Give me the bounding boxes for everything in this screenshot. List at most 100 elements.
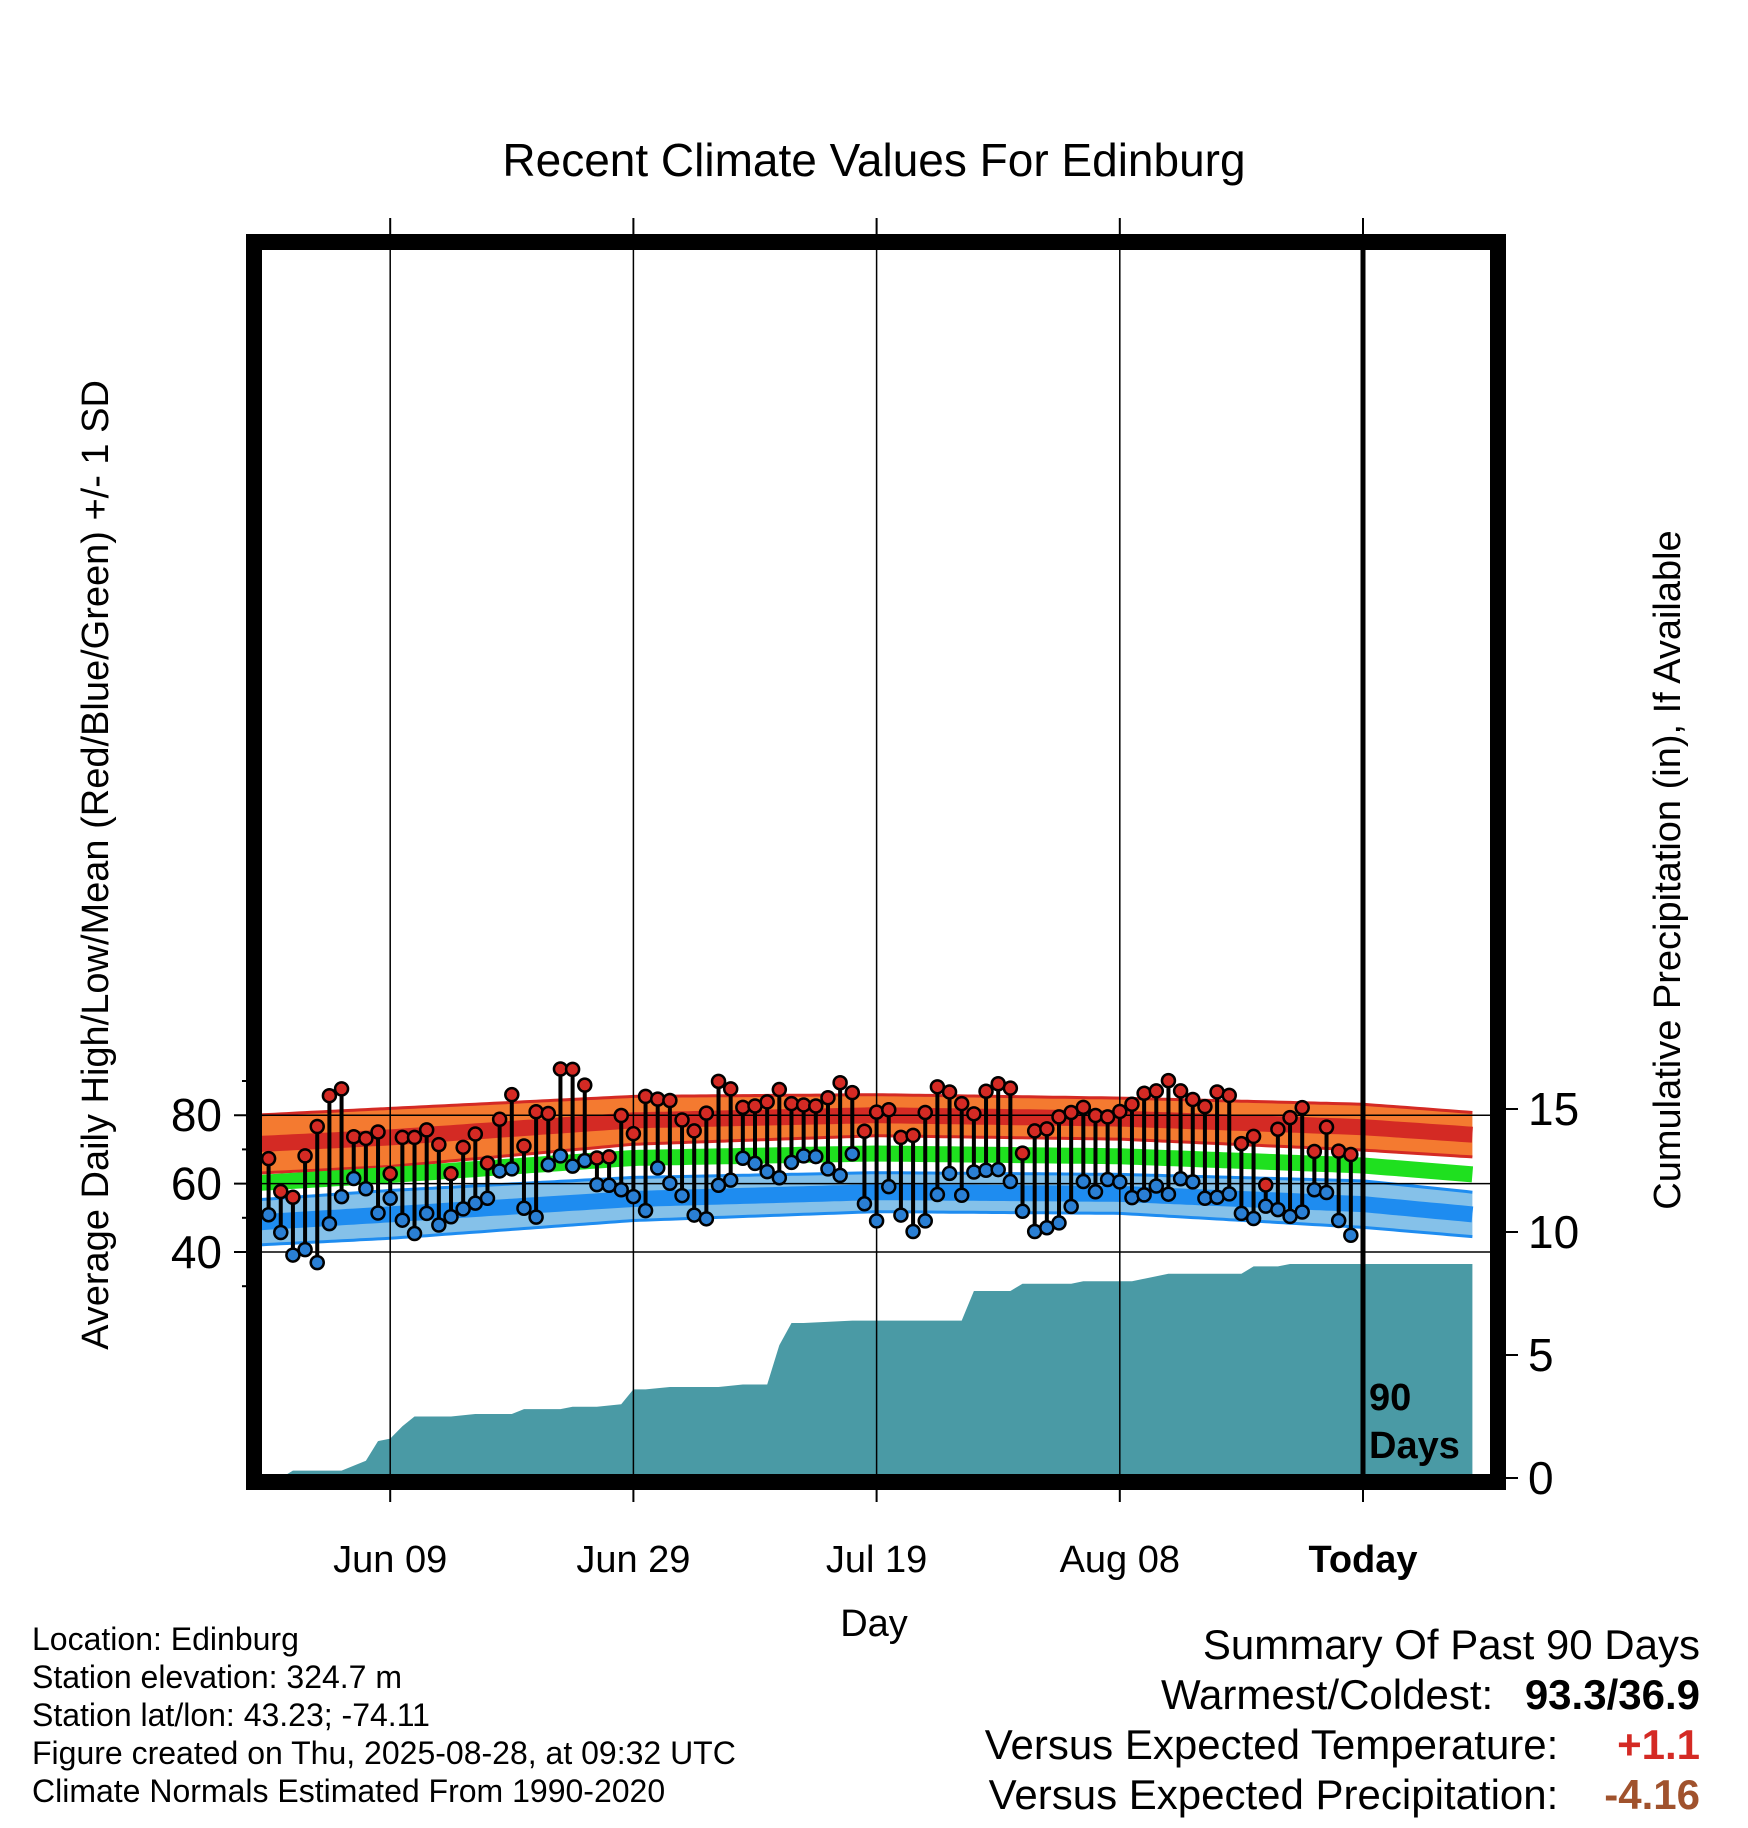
summary-precip-row: Versus Expected Precipitation: -4.16 xyxy=(985,1770,1700,1820)
daily-high-point xyxy=(1257,1177,1274,1193)
daily-low-point xyxy=(1124,1189,1140,1206)
daily-low-point xyxy=(1318,1184,1335,1201)
y-tick-label: 40 xyxy=(171,1226,222,1278)
daily-low-point xyxy=(1002,1173,1019,1190)
today-marker-label: Days xyxy=(1369,1425,1460,1467)
daily-high-point xyxy=(759,1094,775,1110)
daily-high-point xyxy=(516,1138,532,1154)
summary-temp-row: Versus Expected Temperature: +1.1 xyxy=(985,1720,1700,1770)
daily-high-point xyxy=(808,1098,824,1114)
daily-high-point xyxy=(917,1104,933,1121)
elevation-text: Station elevation: 324.7 m xyxy=(32,1659,403,1695)
daily-low-point xyxy=(1075,1173,1092,1190)
precip-label: Versus Expected Precipitation: xyxy=(988,1771,1559,1818)
daily-low-point xyxy=(273,1224,289,1241)
daily-high-point xyxy=(905,1127,921,1144)
precip-value: -4.16 xyxy=(1604,1771,1700,1818)
daily-low-point xyxy=(406,1225,423,1242)
daily-high-point xyxy=(418,1122,435,1138)
daily-low-point xyxy=(455,1201,471,1217)
daily-high-point xyxy=(443,1165,459,1182)
daily-high-point xyxy=(479,1155,496,1171)
daily-low-point xyxy=(504,1161,520,1177)
daily-low-point xyxy=(1160,1186,1177,1202)
daily-high-point xyxy=(406,1129,423,1146)
daily-low-point xyxy=(649,1160,666,1176)
location-text: Location: Edinburg xyxy=(32,1621,299,1657)
daily-high-point xyxy=(1282,1109,1298,1126)
daily-high-point xyxy=(1124,1096,1140,1113)
daily-low-point xyxy=(856,1196,873,1212)
daily-low-point xyxy=(990,1161,1006,1178)
daily-low-point xyxy=(394,1212,411,1228)
daily-low-point xyxy=(1221,1186,1237,1202)
daily-high-point xyxy=(1136,1085,1152,1102)
y-axis-label: Average Daily High/Low/Mean (Red/Blue/Gr… xyxy=(75,380,117,1350)
daily-low-point xyxy=(1270,1201,1286,1218)
daily-low-point xyxy=(722,1172,739,1188)
daily-high-point xyxy=(893,1129,909,1146)
daily-high-point xyxy=(455,1139,471,1156)
daily-high-point xyxy=(966,1106,982,1122)
daily-high-point xyxy=(1197,1098,1213,1115)
daily-high-point xyxy=(844,1084,861,1101)
daily-low-point xyxy=(479,1190,496,1207)
daily-high-point xyxy=(1148,1083,1165,1099)
daily-low-point xyxy=(1172,1171,1189,1187)
x-tick-label: Aug 08 xyxy=(1060,1539,1180,1581)
daily-high-point xyxy=(662,1092,678,1109)
daily-high-point xyxy=(1099,1109,1116,1125)
daily-low-point xyxy=(1136,1187,1152,1203)
daily-high-point xyxy=(710,1073,727,1090)
normals-period-text: Climate Normals Estimated From 1990-2020 xyxy=(32,1773,666,1809)
daily-low-point xyxy=(1112,1174,1128,1190)
daily-low-point xyxy=(431,1217,447,1233)
x-tick-label: Jul 19 xyxy=(826,1539,927,1581)
daily-high-point xyxy=(771,1081,788,1098)
daily-low-point xyxy=(783,1154,800,1171)
daily-high-point xyxy=(1245,1128,1262,1145)
x-tick-label: Today xyxy=(1308,1539,1417,1581)
warm-cold-label: Warmest/Coldest: xyxy=(1160,1671,1494,1718)
daily-low-point xyxy=(929,1186,946,1203)
daily-low-point xyxy=(552,1148,569,1164)
daily-high-point xyxy=(467,1126,484,1142)
latlon-text: Station lat/lon: 43.23; -74.11 xyxy=(32,1697,430,1733)
daily-high-point xyxy=(1270,1121,1286,1137)
daily-low-point xyxy=(905,1223,921,1240)
station-info: Location: Edinburg Station elevation: 32… xyxy=(32,1620,736,1810)
daily-high-point xyxy=(285,1189,301,1206)
daily-high-point xyxy=(309,1118,325,1135)
daily-low-point xyxy=(868,1213,885,1229)
daily-low-point xyxy=(516,1200,532,1216)
daily-low-point xyxy=(491,1163,508,1179)
daily-high-point xyxy=(1026,1123,1043,1139)
x-axis-label: Day xyxy=(840,1603,908,1645)
daily-low-point xyxy=(893,1207,909,1223)
daily-high-point xyxy=(1160,1072,1177,1089)
daily-low-point xyxy=(1294,1204,1310,1220)
daily-high-point xyxy=(358,1130,374,1147)
daily-low-point xyxy=(1063,1198,1079,1215)
y2-tick-label: 0 xyxy=(1528,1452,1554,1504)
daily-low-point xyxy=(637,1202,654,1219)
daily-low-point xyxy=(1343,1227,1359,1243)
daily-low-point xyxy=(382,1190,398,1207)
daily-high-point xyxy=(1233,1135,1250,1152)
daily-low-point xyxy=(820,1161,836,1177)
created-text: Figure created on Thu, 2025-08-28, at 09… xyxy=(32,1735,736,1771)
daily-low-point xyxy=(613,1182,629,1198)
daily-high-point xyxy=(431,1136,447,1153)
daily-high-point xyxy=(1221,1087,1237,1104)
daily-low-point xyxy=(844,1146,861,1162)
daily-low-point xyxy=(1330,1212,1347,1229)
summary-panel: Summary Of Past 90 Days Warmest/Coldest:… xyxy=(985,1620,1700,1820)
daily-low-point xyxy=(564,1158,581,1174)
daily-low-point xyxy=(1306,1182,1323,1198)
daily-high-point xyxy=(1039,1121,1055,1137)
daily-high-point xyxy=(953,1095,970,1112)
daily-low-point xyxy=(309,1254,325,1271)
temp-value: +1.1 xyxy=(1617,1721,1700,1768)
daily-low-point xyxy=(540,1157,557,1173)
daily-low-point xyxy=(1087,1184,1104,1200)
